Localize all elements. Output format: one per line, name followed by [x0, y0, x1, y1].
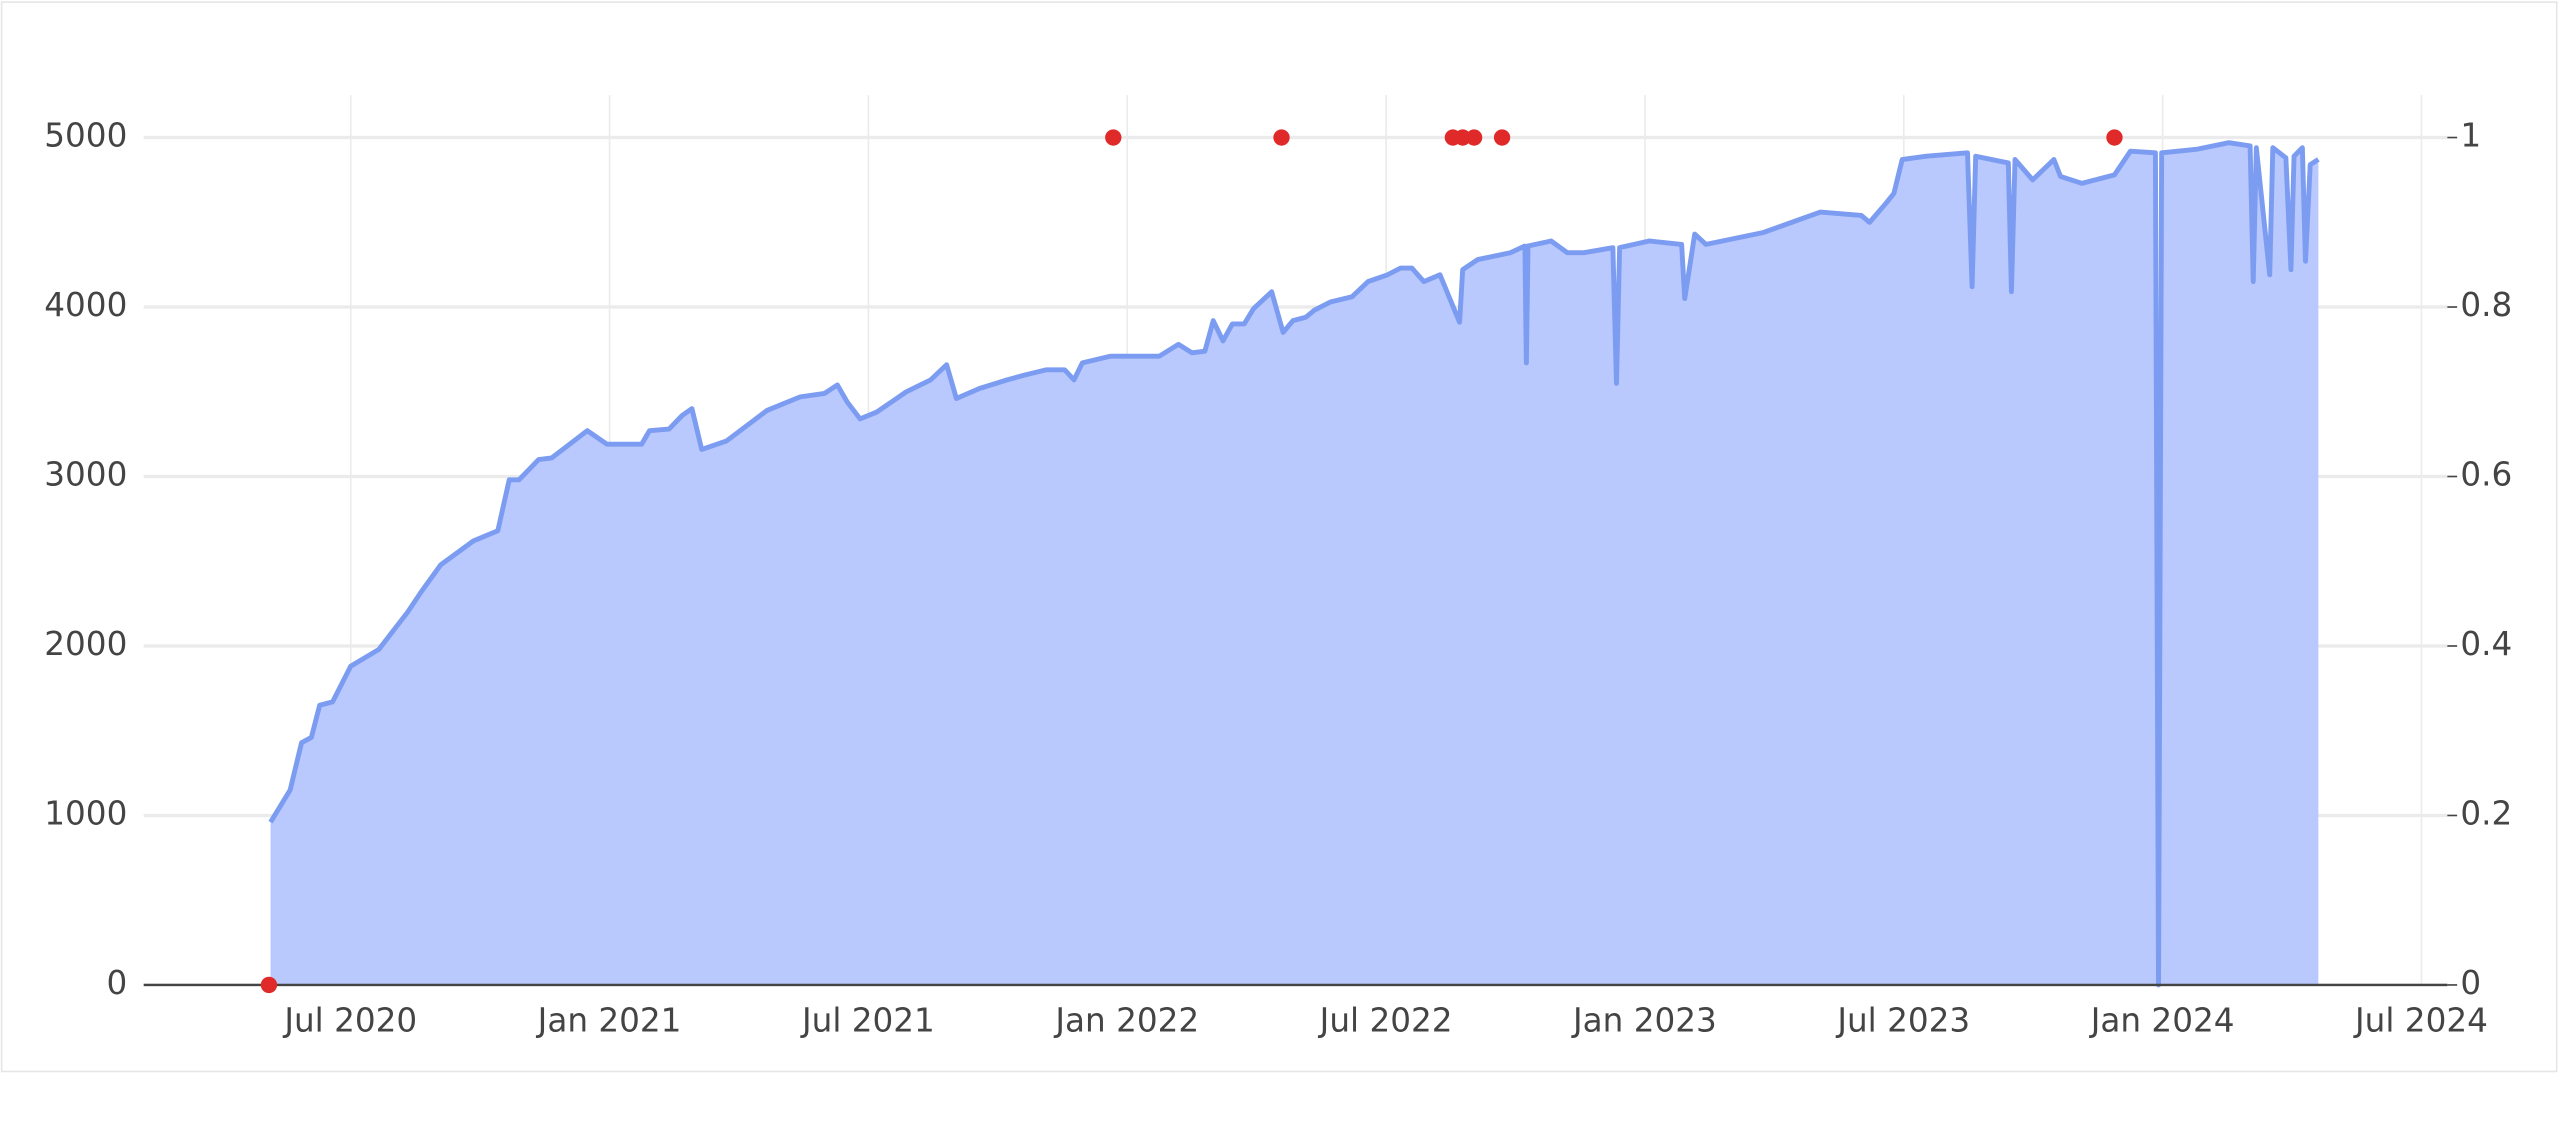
x-tick-label: Jul 2020	[282, 1002, 417, 1040]
area-fill	[270, 142, 2319, 985]
scatter-point	[1273, 129, 1290, 146]
x-tick-label: Jul 2024	[2353, 1002, 2488, 1040]
scatter-point	[2106, 129, 2123, 146]
y2-tick-label: 0.4	[2460, 625, 2512, 663]
y-tick-label: 5000	[44, 117, 127, 155]
y-tick-label: 2000	[44, 625, 127, 663]
y-tick-label: 4000	[44, 286, 127, 324]
x-tick-label: Jan 2024	[2089, 1002, 2235, 1040]
y2-tick-label: 1	[2460, 117, 2481, 155]
x-tick-label: Jul 2021	[800, 1002, 935, 1040]
area-line	[268, 140, 2320, 988]
x-tick-label: Jan 2022	[1053, 1002, 1199, 1040]
y-tick-label: 0	[107, 964, 128, 1002]
y-tick-label: 1000	[44, 794, 127, 832]
x-tick-label: Jan 2023	[1571, 1002, 1717, 1040]
scatter-point	[1493, 129, 1511, 146]
scatter-point	[1454, 129, 1471, 146]
y2-tick-label: 0.6	[2460, 456, 2512, 494]
y2-tick-label: 0.8	[2460, 286, 2512, 324]
scatter-point	[1105, 129, 1122, 146]
y-tick-label: 3000	[44, 456, 127, 494]
y2-tick-label: 0.2	[2460, 794, 2512, 832]
x-tick-label: Jul 2023	[1835, 1002, 1970, 1040]
y2-tick-label: 0	[2460, 964, 2481, 1002]
scatter-point	[260, 976, 278, 994]
x-tick-label: Jan 2021	[536, 1002, 682, 1040]
x-tick-label: Jul 2022	[1318, 1002, 1453, 1040]
scatter-point	[1465, 129, 1483, 146]
